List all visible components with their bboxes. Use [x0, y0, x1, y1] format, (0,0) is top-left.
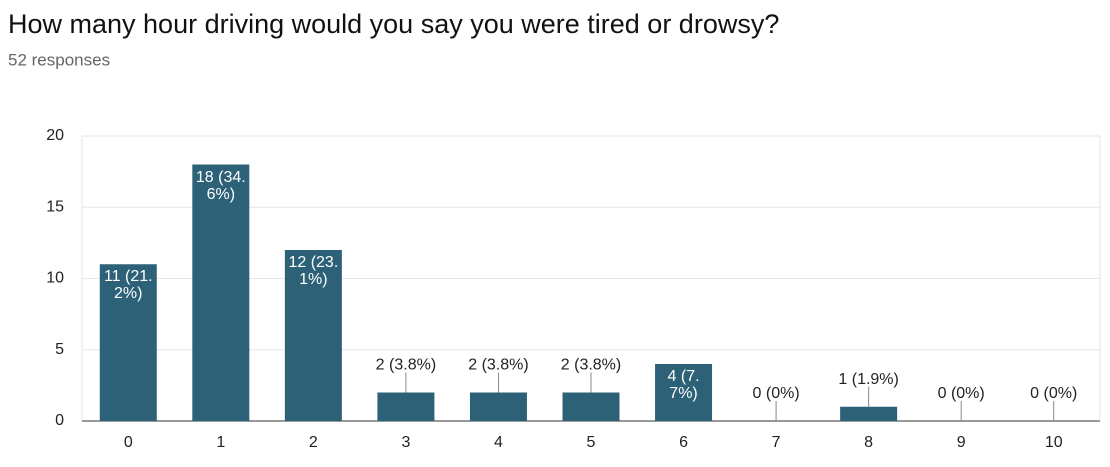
value-label: 2 (3.8%): [376, 357, 436, 374]
y-tick-label: 20: [46, 127, 64, 144]
x-tick-label: 4: [494, 434, 503, 451]
x-tick-label: 5: [587, 434, 596, 451]
value-label: 0 (0%): [1030, 385, 1077, 402]
value-label: 4 (7.7%): [667, 368, 700, 402]
y-tick-label: 5: [55, 341, 64, 358]
bar: [99, 264, 157, 421]
value-label-box: 11 (21.2%): [103, 268, 153, 303]
bar: [192, 164, 250, 421]
bar: [377, 392, 435, 421]
chart-title: How many hour driving would you say you …: [8, 9, 779, 39]
x-tick-label: 10: [1045, 434, 1063, 451]
value-label: 0 (0%): [938, 385, 985, 402]
value-label: 2 (3.8%): [561, 357, 621, 374]
value-label: 12 (23.1%): [288, 254, 339, 288]
value-label: 18 (34.6%): [195, 168, 246, 203]
bar: [469, 392, 527, 421]
bar: [284, 250, 342, 421]
bar: [655, 364, 713, 421]
value-label: 2 (3.8%): [468, 357, 528, 374]
value-label-box: 4 (7.7%): [667, 368, 700, 402]
y-tick-label: 0: [55, 412, 64, 429]
x-tick-label: 0: [124, 434, 133, 451]
value-label-box: 12 (23.1%): [288, 254, 339, 288]
y-tick-label: 10: [46, 270, 64, 287]
bar: [840, 406, 898, 421]
x-tick-label: 7: [772, 434, 781, 451]
value-label: 11 (21.2%): [103, 268, 153, 303]
x-tick-label: 6: [679, 434, 688, 451]
value-label-box: 18 (34.6%): [195, 168, 246, 203]
y-tick-label: 15: [46, 198, 64, 215]
x-tick-label: 8: [864, 434, 873, 451]
x-tick-label: 1: [216, 434, 225, 451]
x-tick-label: 9: [957, 434, 966, 451]
value-label: 0 (0%): [753, 385, 800, 402]
x-tick-label: 2: [309, 434, 318, 451]
chart-subtitle: 52 responses: [8, 50, 110, 69]
value-label: 1 (1.9%): [838, 371, 898, 388]
bar: [562, 392, 620, 421]
x-tick-label: 3: [401, 434, 410, 451]
